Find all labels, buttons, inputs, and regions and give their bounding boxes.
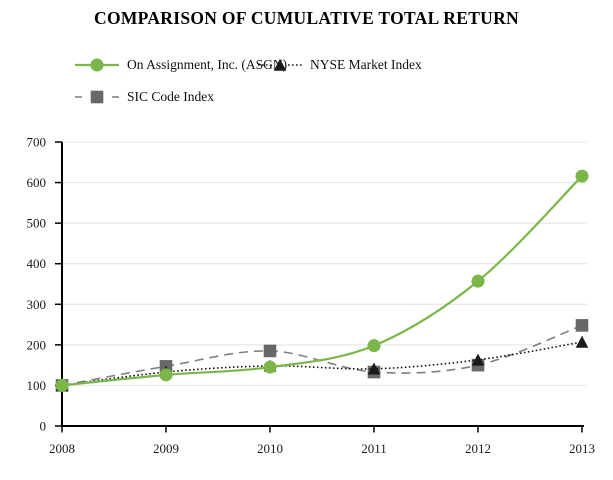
y-tick-label: 700: [27, 135, 47, 150]
legend-item-nyse: NYSE Market Index: [258, 57, 422, 73]
x-tick-label: 2009: [153, 441, 179, 456]
legend-label-asgn: On Assignment, Inc. (ASGN): [127, 57, 288, 72]
data-point-marker: [575, 335, 589, 348]
y-tick-label: 200: [27, 337, 47, 352]
x-tick-label: 2013: [569, 441, 595, 456]
y-tick-label: 300: [27, 297, 47, 312]
data-point-marker: [159, 368, 173, 382]
sic-dashed-square-swatch-icon: [75, 90, 119, 104]
data-point-marker: [575, 169, 589, 183]
series-line: [61, 341, 583, 387]
data-point-marker: [575, 319, 589, 332]
nyse-dotted-triangle-swatch-icon: [258, 58, 302, 71]
series-triangle: [55, 335, 589, 392]
data-point-marker: [367, 362, 381, 375]
x-tick-label: 2008: [49, 441, 75, 456]
y-tick-label: 0: [40, 419, 47, 434]
y-tick-label: 500: [27, 216, 47, 231]
data-point-marker: [55, 378, 69, 392]
legend-label-sic: SIC Code Index: [127, 89, 214, 104]
series-line: [61, 324, 583, 387]
y-tick-label: 100: [27, 378, 47, 393]
chart-title: COMPARISON OF CUMULATIVE TOTAL RETURN: [94, 8, 519, 28]
data-point-marker: [263, 360, 277, 374]
data-point-marker: [471, 274, 485, 288]
legend-swatch-marker: [90, 90, 104, 104]
asgn-line-circle-swatch-icon: [75, 58, 119, 72]
x-tick-label: 2011: [361, 441, 387, 456]
legend-item-asgn: On Assignment, Inc. (ASGN): [75, 57, 287, 73]
data-point-marker: [263, 344, 277, 358]
y-tick-label: 400: [27, 256, 47, 271]
legend-swatch-marker: [90, 58, 104, 72]
legend-label-nyse: NYSE Market Index: [310, 57, 422, 72]
y-tick-label: 600: [27, 175, 47, 190]
series-line: [61, 175, 583, 387]
legend-swatch-marker: [273, 58, 287, 71]
legend-item-sic: SIC Code Index: [75, 89, 214, 105]
data-point-marker: [367, 339, 381, 353]
data-point-marker: [471, 353, 485, 366]
x-tick-label: 2012: [465, 441, 491, 456]
series-circle: [55, 169, 589, 392]
x-tick-label: 2010: [257, 441, 283, 456]
